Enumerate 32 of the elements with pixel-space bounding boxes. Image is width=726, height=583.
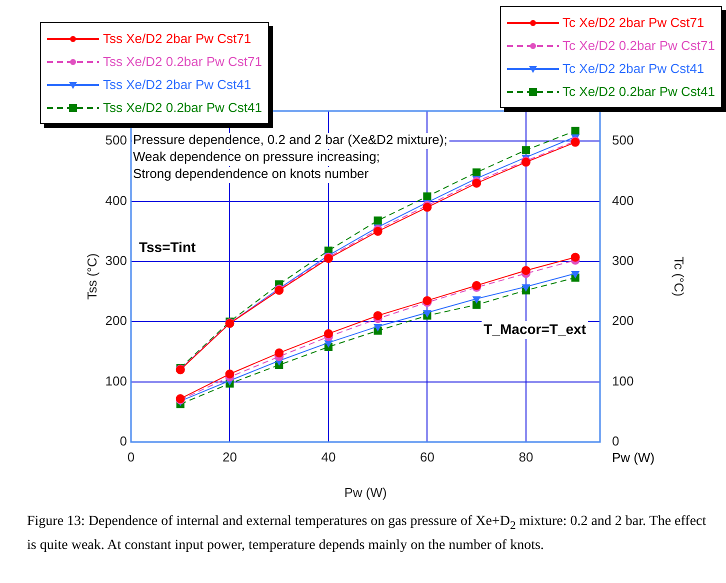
legend-label: Tc Xe/D2 2bar Pw Cst71 [562,15,704,30]
legend-label: Tss Xe/D2 2bar Pw Cst71 [103,31,252,46]
y-tick-label: 200 [105,313,127,328]
legend-label: Tss Xe/D2 2bar Pw Cst41 [103,77,252,92]
y2-tick-label: 200 [612,313,634,328]
y-axis-title: Tss (°C) [84,253,100,300]
y-tick-label: 500 [105,132,127,148]
legend-label: Tss Xe/D2 0.2bar Pw Cst41 [103,100,262,115]
caption: Figure 13: Dependence of internal and external temperatures on gas pressure of Xe+D$_{2}$ mixture: 0.2 and 2 bar. The effect is quite weak. At constant input power, temperature depends mainly on the number of knots. [27,513,708,555]
y-tick-label: 100 [105,373,127,388]
y-tick-label: 400 [105,192,127,208]
annotation: T_Macor=T_ext [484,320,586,337]
x-tick-label: 40 [321,449,336,464]
y2-tick-label: 400 [612,192,634,208]
x-tick-label: 20 [222,449,237,464]
y2-tick-label: 100 [612,373,634,388]
y-tick-label: 300 [105,253,127,268]
legend-label: Tss Xe/D2 0.2bar Pw Cst71 [103,54,262,69]
annotation: Tss=Tint [139,238,196,255]
y2-tick-label: 500 [612,132,634,148]
x-tick-label: 60 [420,449,434,464]
text: Pw (W) [612,450,655,466]
legend-label: Tc Xe/D2 0.2bar Pw Cst41 [562,84,715,99]
y-tick-label: 0 [120,434,127,449]
y2-tick-label: 300 [612,253,634,268]
legend-label: Tc Xe/D2 2bar Pw Cst41 [562,61,704,76]
legend-label: Tc Xe/D2 0.2bar Pw Cst71 [562,38,715,53]
y2-tick-label: 0 [612,434,620,449]
y2-axis-title: Tc (°C) [672,256,687,296]
x-tick-label: 80 [518,449,534,464]
x-axis-title: Pw (W) [344,484,387,500]
annotation: Pressure dependence, 0.2 and 2 bar (Xe&D2 mixture); Weak dependence on pressure increasing; Strong dependendence on knots number [133,132,448,182]
